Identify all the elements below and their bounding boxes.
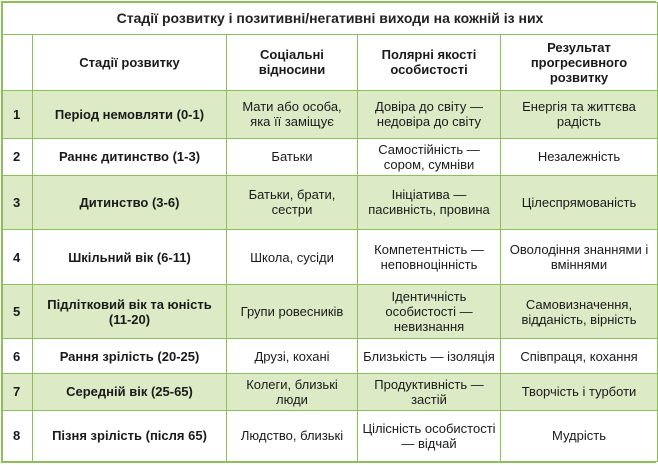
row-qualities: Самостійність — сором, сумніви <box>357 137 501 176</box>
header-result: Результат прогресивного розвитку <box>500 33 658 91</box>
table-row: 6 Рання зрілість (20-25) Друзі, кохані Б… <box>2 338 658 375</box>
row-social: Мати або особа, яка її заміщує <box>226 89 358 139</box>
row-stage: Раннє дитинство (1-3) <box>32 137 227 176</box>
header-stage: Стадії розвитку <box>32 33 227 91</box>
row-result: Оволодіння знаннями і вміннями <box>500 228 658 286</box>
row-stage: Період немовляти (0-1) <box>32 89 227 139</box>
header-qualities: Полярні якості особистості <box>357 33 501 91</box>
row-number: 3 <box>2 174 33 230</box>
row-social: Групи ровесників <box>226 284 358 340</box>
table-row: 8 Пізня зрілість (після 65) Людство, бли… <box>2 409 658 463</box>
row-stage: Рання зрілість (20-25) <box>32 338 227 375</box>
row-result: Творчість і турботи <box>500 373 658 411</box>
table-title: Стадії розвитку і позитивні/негативні ви… <box>2 2 658 35</box>
row-result: Самовизначення, відданість, вірність <box>500 284 658 340</box>
row-number: 7 <box>2 373 33 411</box>
row-number: 6 <box>2 338 33 375</box>
row-stage: Пізня зрілість (після 65) <box>32 409 227 463</box>
row-social: Людство, близькі <box>226 409 358 463</box>
row-qualities: Компетентність — неповноцінність <box>357 228 501 286</box>
header-social: Соціальні відносини <box>226 33 358 91</box>
table-row: 5 Підлітковий вік та юність (11-20) Груп… <box>2 284 658 340</box>
header-row: Стадії розвитку Соціальні відносини Поля… <box>2 33 658 91</box>
table-row: 2 Раннє дитинство (1-3) Батьки Самостійн… <box>2 137 658 176</box>
row-qualities: Цілісність особистості — відчай <box>357 409 501 463</box>
row-number: 5 <box>2 284 33 340</box>
row-qualities: Ініціатива — пасивність, провина <box>357 174 501 230</box>
row-stage: Підлітковий вік та юність (11-20) <box>32 284 227 340</box>
row-result: Мудрість <box>500 409 658 463</box>
row-social: Друзі, кохані <box>226 338 358 375</box>
row-number: 4 <box>2 228 33 286</box>
row-number: 2 <box>2 137 33 176</box>
row-qualities: Довіра до світу — недовіра до світу <box>357 89 501 139</box>
table-row: 1 Період немовляти (0-1) Мати або особа,… <box>2 89 658 139</box>
row-number: 1 <box>2 89 33 139</box>
row-social: Колеги, близькі люди <box>226 373 358 411</box>
table-row: 3 Дитинство (3-6) Батьки, брати, сестри … <box>2 174 658 230</box>
title-row: Стадії розвитку і позитивні/негативні ви… <box>2 2 658 35</box>
row-result: Співпраця, кохання <box>500 338 658 375</box>
row-qualities: Ідентичність особистості — невизнання <box>357 284 501 340</box>
row-social: Школа, сусіди <box>226 228 358 286</box>
row-result: Цілеспрямованість <box>500 174 658 230</box>
header-num <box>2 33 33 91</box>
row-result: Енергія та життєва радість <box>500 89 658 139</box>
row-stage: Шкільний вік (6-11) <box>32 228 227 286</box>
row-qualities: Близькість — ізоляція <box>357 338 501 375</box>
table-row: 7 Середній вік (25-65) Колеги, близькі л… <box>2 373 658 411</box>
row-stage: Дитинство (3-6) <box>32 174 227 230</box>
table-row: 4 Шкільний вік (6-11) Школа, сусіди Комп… <box>2 228 658 286</box>
row-number: 8 <box>2 409 33 463</box>
row-social: Батьки, брати, сестри <box>226 174 358 230</box>
row-result: Незалежність <box>500 137 658 176</box>
row-qualities: Продуктивність — застій <box>357 373 501 411</box>
row-stage: Середній вік (25-65) <box>32 373 227 411</box>
row-social: Батьки <box>226 137 358 176</box>
